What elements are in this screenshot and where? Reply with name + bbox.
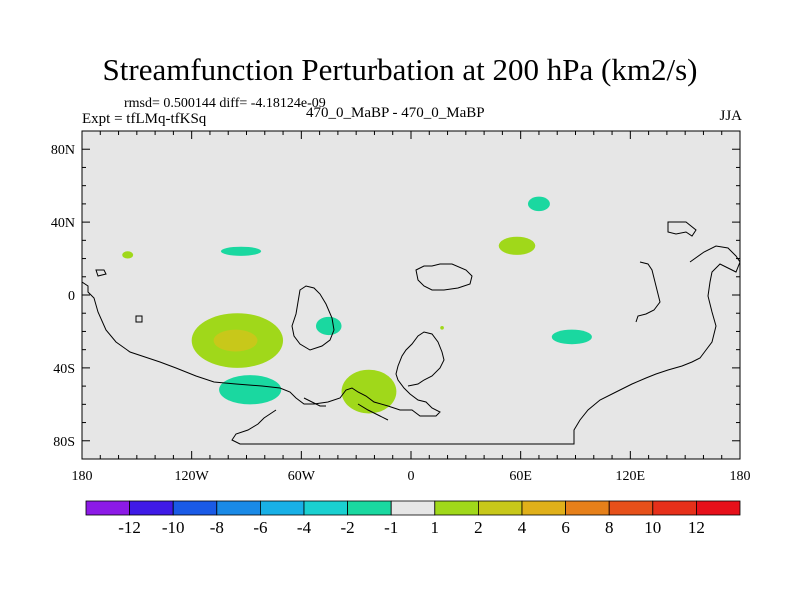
colorbar-label: 2 [474,518,483,537]
coastline-south-america [291,285,335,351]
colorbar-swatch-1 [129,500,174,516]
colorbar-label: -1 [384,518,398,537]
colorbar-swatch-10 [521,500,566,516]
plot-background [82,131,740,459]
coastline-antarctica-peninsula [303,397,389,421]
anomaly-pos-india [498,236,536,255]
colorbar-swatch-4 [259,500,305,516]
x-tick-label: 0 [408,469,415,484]
y-tick-label: 40S [53,362,75,377]
x-tick-label: 60E [509,469,532,484]
colorbar-swatch-13 [652,500,697,516]
colorbar-label: -4 [297,518,312,537]
x-tick-label: 180 [72,469,93,484]
anomaly-pos-south-america-inner [213,329,258,352]
y-tick-label: 0 [68,289,75,304]
colorbar-label: -8 [210,518,224,537]
experiment-label: Expt = tfLMq-tfKSq [82,111,207,127]
colorbar-label: -10 [162,518,185,537]
comparison-label: 470_0_MaBP - 470_0_MaBP [306,105,485,121]
colorbar-label: -2 [341,518,355,537]
colorbar-label: 1 [431,518,440,537]
x-tick-label: 60W [288,469,316,484]
x-tick-label: 120W [175,469,210,484]
colorbar-swatch-6 [347,500,392,516]
coastline-australia [95,269,143,323]
anomaly-pos-hawaii [122,251,134,259]
anomaly-pos-africa-speck [440,325,444,330]
colorbar-swatch-9 [477,500,523,516]
colorbar-label: 10 [644,518,661,537]
anomaly-neg-siberia [527,196,550,212]
colorbar-swatch-0 [85,500,130,516]
colorbar-swatch-12 [608,500,654,516]
colorbar-label: 12 [688,518,705,537]
colorbar-label: -12 [118,518,141,537]
colorbar-swatch-11 [565,500,610,516]
anomaly-neg-north-pacific [220,246,262,256]
colorbar-swatch-7 [390,500,436,516]
rmsd-diff-stats: rmsd= 0.500144 diff= -4.18124e-09 [124,96,326,111]
coastline-asia [231,221,740,445]
chart-title: Streamfunction Perturbation at 200 hPa (… [102,52,698,87]
y-tick-label: 40N [51,216,75,231]
colorbar-swatch-14 [696,500,741,516]
colorbar-swatch-3 [216,500,261,516]
season-label: JJA [719,108,742,124]
x-tick-label: 120E [616,469,646,484]
y-tick-label: 80S [53,435,75,450]
coastline-africa-north [415,263,473,291]
colorbar-label: 6 [561,518,570,537]
anomaly-neg-amazon [315,316,342,336]
colorbar-label: -6 [253,518,267,537]
colorbar-swatch-2 [172,500,218,516]
anomaly-neg-south-pacific [219,375,282,405]
coastline-americas [82,281,445,417]
colorbar-label: 8 [605,518,614,537]
x-tick-label: 180 [730,469,751,484]
anomaly-neg-indian-ocean [551,329,592,345]
colorbar-swatch-8 [434,500,479,516]
colorbar-swatch-5 [303,500,348,516]
y-tick-label: 80N [51,143,75,158]
anomaly-pos-south-atlantic [341,369,397,414]
colorbar-label: 4 [518,518,527,537]
